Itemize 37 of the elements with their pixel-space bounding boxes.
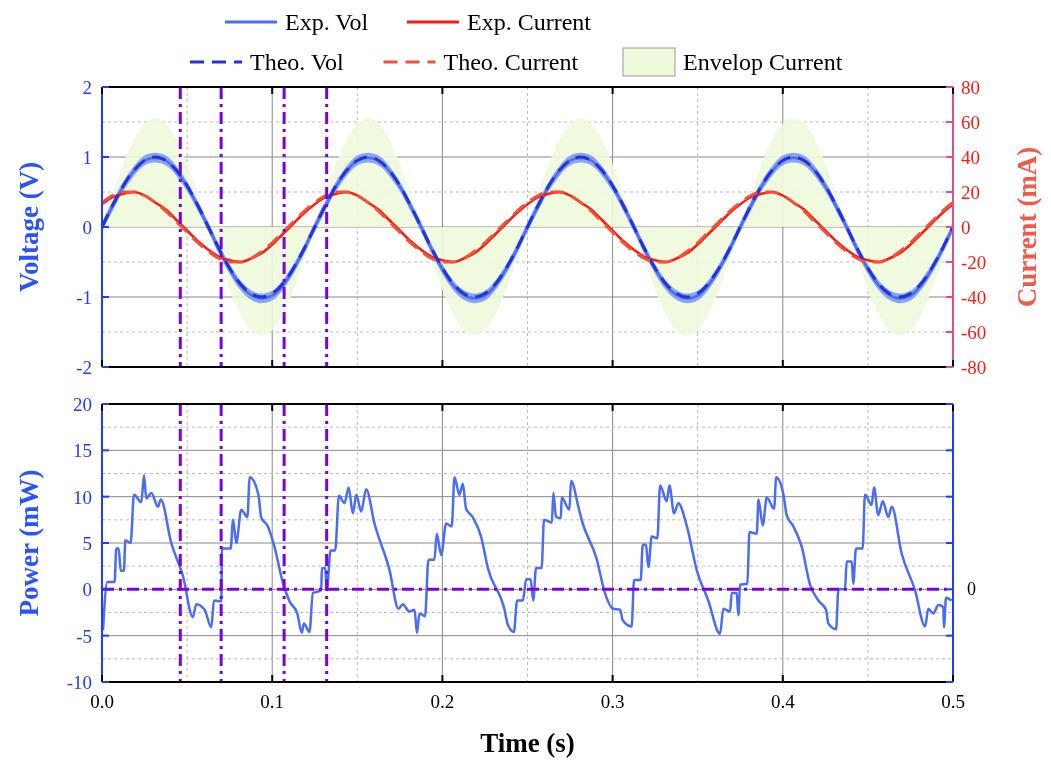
y2-axis-title: Current (mA): [1012, 146, 1042, 308]
y2-tick-label: 20: [961, 182, 980, 203]
y-tick-label: -2: [76, 357, 92, 378]
legend-label: Envelop Current: [683, 49, 843, 75]
y2-tick-label: -20: [961, 252, 987, 273]
y-axis-title: Voltage (V): [14, 161, 44, 293]
y2-tick-label: -60: [961, 322, 987, 343]
x-tick-label: 0.5: [941, 691, 965, 712]
ref-line-label: 0: [967, 579, 976, 600]
y-tick-label: 2: [82, 77, 92, 98]
legend-label: Theo. Current: [443, 49, 579, 75]
y-tick-label: 15: [73, 440, 92, 462]
x-tick-label: 0.3: [600, 691, 625, 712]
x-tick-label: 0.1: [260, 691, 285, 712]
y-tick-label: 5: [82, 533, 92, 554]
y2-tick-label: 60: [961, 112, 980, 133]
x-tick-label: 0.4: [770, 691, 796, 712]
y-axis-title: Power (mW): [14, 469, 44, 617]
y-tick-label: 0: [82, 579, 92, 601]
y2-tick-label: 80: [961, 77, 980, 98]
y-tick-label: 10: [73, 486, 92, 508]
x-tick-label: 0.2: [430, 691, 455, 712]
y2-tick-label: 40: [961, 147, 980, 168]
y-tick-label: 0: [82, 217, 92, 238]
x-tick-label: 0.0: [90, 691, 114, 712]
y-tick-label: 20: [73, 394, 92, 415]
y2-tick-label: 0: [961, 217, 971, 238]
legend-label: Theo. Vol: [250, 49, 345, 75]
y-tick-label: -1: [76, 287, 92, 308]
y-tick-label: -10: [66, 672, 92, 693]
y-tick-label: -5: [76, 625, 92, 647]
y-tick-label: 1: [82, 147, 92, 168]
y2-tick-label: -80: [961, 357, 987, 378]
legend-label: Exp. Current: [467, 9, 592, 35]
legend-label: Exp. Vol: [285, 9, 369, 35]
x-axis-title: Time (s): [480, 728, 575, 758]
y2-tick-label: -40: [961, 287, 987, 308]
